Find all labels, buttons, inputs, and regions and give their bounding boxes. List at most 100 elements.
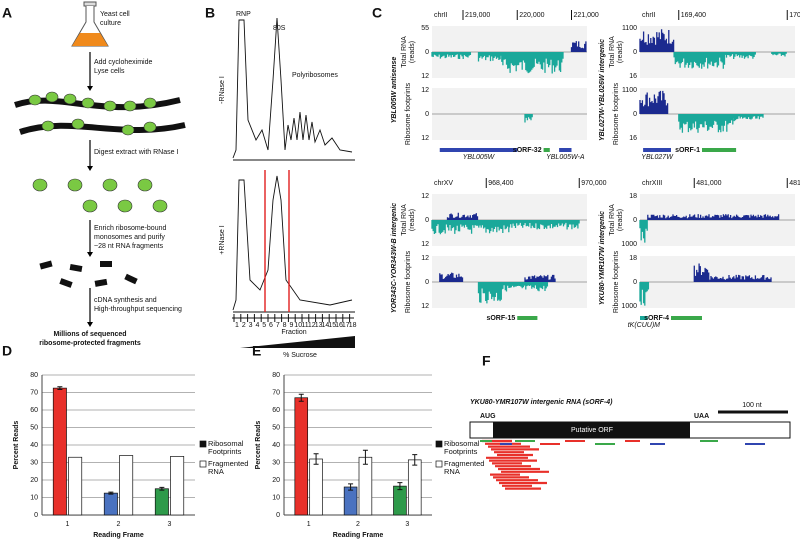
scale-label: 18: [629, 193, 637, 200]
y-tick-label: 20: [30, 477, 38, 484]
fraction-label: 17: [342, 322, 350, 329]
coverage-trace: [524, 274, 556, 282]
coverage-trace: [639, 220, 648, 243]
panel-label: D: [2, 343, 12, 359]
bar: [170, 456, 185, 516]
fraction-label: 7: [276, 322, 280, 329]
legend-swatch: [199, 460, 207, 468]
scale-label: 0: [633, 49, 637, 56]
coverage-trace: [724, 52, 756, 59]
y-tick-label: 80: [30, 372, 38, 379]
step-text: monosomes and purify: [94, 234, 165, 241]
x-axis-label: Reading Frame: [333, 532, 384, 539]
feature-bar: [671, 316, 702, 320]
monosomes: [32, 178, 168, 213]
coverage-trace: [524, 114, 533, 123]
y-tick-label: 0: [34, 512, 38, 519]
row-label: Total RNA: [609, 36, 616, 68]
track-title: YKU80-YMR107W intergenic: [599, 211, 606, 305]
panel-label: C: [372, 5, 382, 21]
legend-swatch: [435, 440, 443, 448]
y-tick-label: 30: [30, 459, 38, 466]
row-label: (reads): [617, 209, 624, 231]
gradient-wedge: [240, 336, 355, 348]
chromosome-label: chrXV: [434, 180, 453, 187]
coverage-trace: [477, 282, 502, 304]
coverage-trace: [673, 52, 726, 69]
fraction-label: 12: [308, 322, 316, 329]
bar: [393, 485, 407, 516]
y-tick-label: 30: [272, 459, 280, 466]
row-label: (reads): [617, 41, 624, 63]
step-text: Yeast cell: [100, 11, 130, 18]
coverage-trace: [678, 114, 734, 133]
error-bar: [313, 453, 319, 465]
step-text: High-throughput sequencing: [94, 306, 182, 313]
peak-label: 80S: [273, 25, 286, 32]
y-tick-label: 70: [272, 389, 280, 396]
orf-label: Putative ORF: [571, 427, 613, 434]
row-label: Total RNA: [401, 36, 408, 68]
error-bar: [298, 393, 304, 402]
panel-label: F: [482, 353, 491, 369]
scale-label: 12: [421, 193, 429, 200]
y-tick-label: 0: [276, 512, 280, 519]
y-tick-label: 60: [272, 407, 280, 414]
scale-label: 55: [421, 25, 429, 32]
bar: [407, 459, 422, 516]
legend-swatch: [199, 440, 207, 448]
row-label: Ribosome footprints: [405, 250, 412, 313]
x-tick-label: 1: [307, 521, 311, 528]
fraction-label: 2: [242, 322, 246, 329]
error-bar: [397, 482, 403, 491]
coverage-trace: [508, 220, 580, 230]
x-axis-label: Reading Frame: [93, 532, 144, 539]
track-title: YBL005W antisense: [391, 57, 398, 124]
feature-label: sORF-15: [486, 315, 515, 322]
scale-label: 1000: [621, 241, 637, 248]
peak-label: RNP: [236, 11, 251, 18]
error-bar: [348, 483, 354, 491]
step-text: Add cycloheximide: [94, 59, 152, 66]
step-text: Digest extract with RNase I: [94, 149, 178, 156]
coordinate-label: 221,000: [574, 12, 599, 19]
coordinate-label: 170,000: [789, 12, 800, 19]
coordinate-label: 970,000: [581, 180, 606, 187]
result-text: Millions of sequenced: [53, 331, 126, 338]
codon-label: UAA: [694, 413, 709, 420]
coordinate-label: 169,400: [681, 12, 706, 19]
x-tick-label: 3: [405, 521, 409, 528]
row-label: (reads): [409, 41, 416, 63]
coordinate-label: 968,400: [488, 180, 513, 187]
coverage-trace: [501, 52, 564, 74]
error-bar: [57, 386, 63, 391]
coverage-trace: [570, 41, 587, 52]
feature-bar: [702, 148, 737, 152]
scale-label: 0: [633, 279, 637, 286]
result-text: ribosome-protected fragments: [39, 340, 141, 347]
coverage-trace: [477, 52, 502, 62]
error-bar: [362, 449, 368, 465]
scale-label: 12: [421, 303, 429, 310]
row-label: Ribosome footprints: [405, 82, 412, 145]
error-bar: [108, 491, 114, 495]
track-title: YBL027W-YBL026W intergenic: [599, 39, 606, 141]
x-tick-label: 1: [66, 521, 70, 528]
coverage-trace: [693, 263, 710, 282]
step-text: culture: [100, 20, 121, 27]
coverage-trace: [501, 282, 549, 292]
bar: [103, 492, 118, 516]
feature-label: tK(CUU)M: [628, 322, 660, 329]
error-bar: [412, 454, 418, 466]
scale-label: 0: [633, 217, 637, 224]
scale-label: 12: [421, 135, 429, 142]
scale-label: 0: [425, 279, 429, 286]
scale-label: 12: [421, 73, 429, 80]
feature-label: YBL005W: [463, 154, 496, 161]
step-text: Enrich ribosome-bound: [94, 225, 166, 232]
fraction-label: 11: [301, 322, 308, 329]
track-title: YOR343C-YOR343W-B intergenic: [391, 203, 398, 313]
legend-label: Ribosomal Footprints: [444, 439, 480, 456]
panel-label: A: [2, 5, 12, 21]
